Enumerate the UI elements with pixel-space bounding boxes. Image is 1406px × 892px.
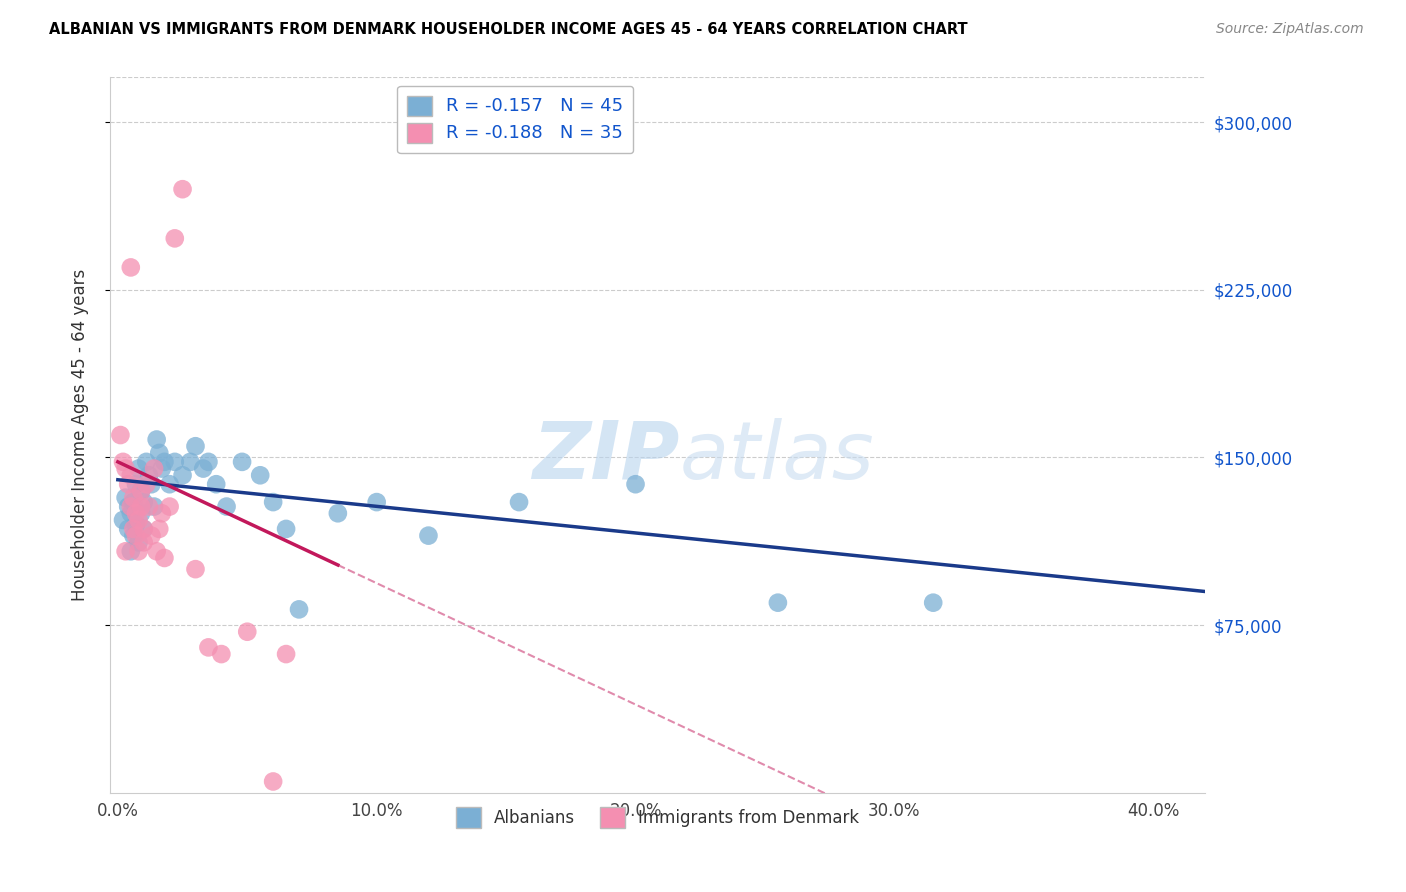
Point bbox=[138, 500, 160, 514]
Point bbox=[184, 562, 207, 576]
Point bbox=[110, 428, 132, 442]
Point bbox=[205, 477, 228, 491]
Text: Source: ZipAtlas.com: Source: ZipAtlas.com bbox=[1216, 22, 1364, 37]
Point bbox=[153, 551, 176, 566]
Point bbox=[114, 461, 136, 475]
Point bbox=[197, 640, 219, 655]
Point bbox=[132, 522, 155, 536]
Point bbox=[135, 477, 157, 491]
Point bbox=[163, 231, 186, 245]
Point bbox=[114, 544, 136, 558]
Point bbox=[128, 513, 150, 527]
Point bbox=[122, 522, 145, 536]
Text: ZIP: ZIP bbox=[531, 417, 679, 495]
Point bbox=[326, 506, 349, 520]
Point bbox=[138, 468, 160, 483]
Point bbox=[508, 495, 530, 509]
Point bbox=[922, 596, 945, 610]
Point bbox=[143, 461, 166, 475]
Point bbox=[274, 647, 297, 661]
Point bbox=[193, 461, 215, 475]
Point bbox=[141, 528, 163, 542]
Point bbox=[122, 491, 145, 505]
Point bbox=[125, 477, 148, 491]
Point bbox=[135, 455, 157, 469]
Point bbox=[153, 455, 176, 469]
Point bbox=[236, 624, 259, 639]
Point bbox=[172, 182, 194, 196]
Point bbox=[120, 468, 142, 483]
Point bbox=[120, 544, 142, 558]
Point bbox=[117, 522, 139, 536]
Point bbox=[215, 500, 238, 514]
Point bbox=[125, 517, 148, 532]
Point bbox=[129, 483, 152, 498]
Text: ALBANIAN VS IMMIGRANTS FROM DENMARK HOUSEHOLDER INCOME AGES 45 - 64 YEARS CORREL: ALBANIAN VS IMMIGRANTS FROM DENMARK HOUS… bbox=[49, 22, 967, 37]
Point bbox=[150, 461, 173, 475]
Point bbox=[249, 468, 271, 483]
Point bbox=[209, 647, 232, 661]
Point bbox=[148, 446, 170, 460]
Point bbox=[129, 500, 152, 514]
Legend: Albanians, Immigrants from Denmark: Albanians, Immigrants from Denmark bbox=[449, 801, 866, 834]
Point bbox=[624, 477, 647, 491]
Point bbox=[288, 602, 311, 616]
Point bbox=[141, 477, 163, 491]
Point bbox=[120, 260, 142, 275]
Point bbox=[274, 522, 297, 536]
Point bbox=[125, 506, 148, 520]
Point bbox=[128, 461, 150, 475]
Text: atlas: atlas bbox=[679, 417, 875, 495]
Point bbox=[125, 528, 148, 542]
Point bbox=[179, 455, 201, 469]
Point bbox=[145, 544, 167, 558]
Point bbox=[262, 774, 284, 789]
Point bbox=[122, 495, 145, 509]
Point bbox=[111, 513, 134, 527]
Point bbox=[766, 596, 789, 610]
Point bbox=[129, 506, 152, 520]
Point bbox=[117, 500, 139, 514]
Point bbox=[159, 477, 181, 491]
Point bbox=[231, 455, 253, 469]
Point bbox=[120, 500, 142, 514]
Point bbox=[128, 535, 150, 549]
Point bbox=[145, 433, 167, 447]
Point bbox=[172, 468, 194, 483]
Point bbox=[143, 500, 166, 514]
Point bbox=[120, 506, 142, 520]
Point bbox=[163, 455, 186, 469]
Point bbox=[184, 439, 207, 453]
Point bbox=[117, 477, 139, 491]
Point bbox=[132, 522, 155, 536]
Point bbox=[197, 455, 219, 469]
Point bbox=[132, 535, 155, 549]
Point bbox=[122, 528, 145, 542]
Point bbox=[366, 495, 388, 509]
Point bbox=[128, 544, 150, 558]
Point bbox=[159, 500, 181, 514]
Point bbox=[150, 506, 173, 520]
Point bbox=[148, 522, 170, 536]
Y-axis label: Householder Income Ages 45 - 64 years: Householder Income Ages 45 - 64 years bbox=[72, 268, 89, 601]
Point bbox=[132, 495, 155, 509]
Point bbox=[418, 528, 440, 542]
Point bbox=[114, 491, 136, 505]
Point bbox=[129, 483, 152, 498]
Point bbox=[111, 455, 134, 469]
Point bbox=[262, 495, 284, 509]
